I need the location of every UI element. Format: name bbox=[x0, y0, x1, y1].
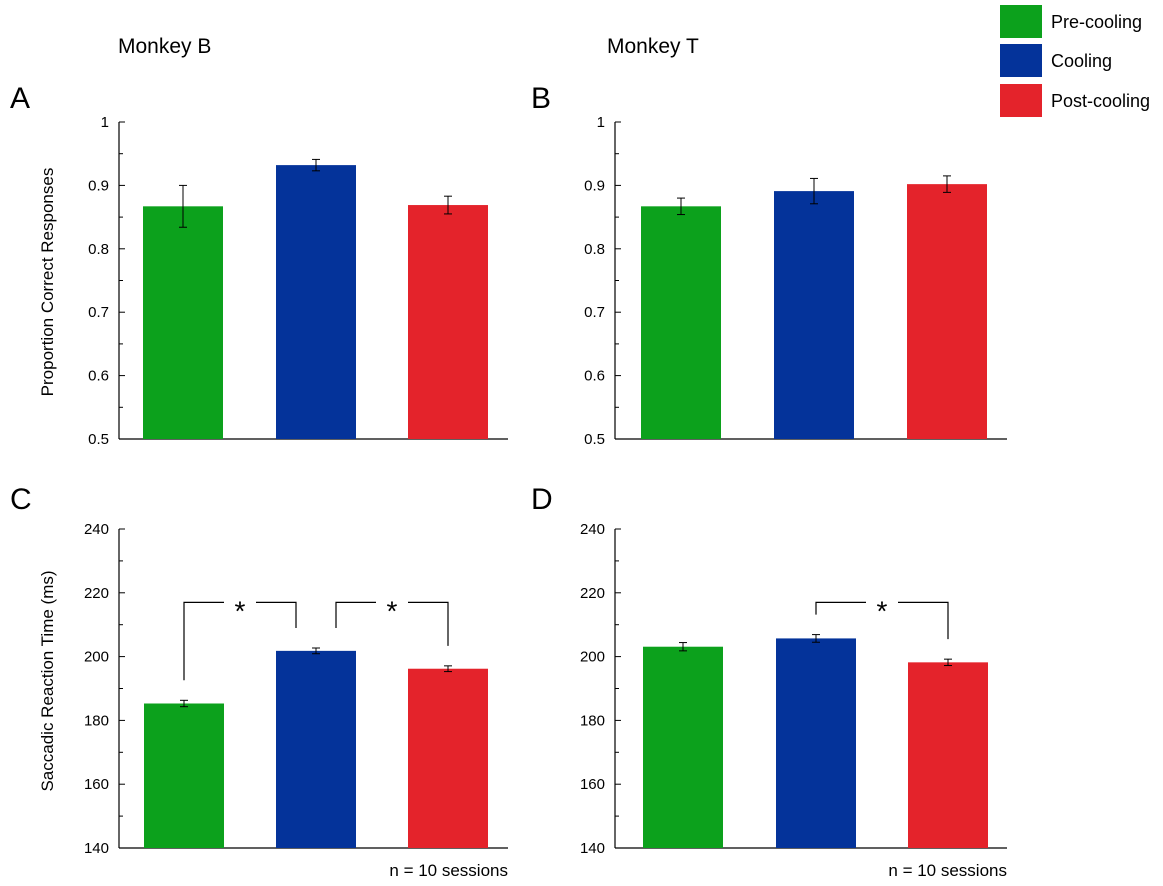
y-tick-label: 0.5 bbox=[584, 431, 605, 448]
bar-pre-cooling bbox=[143, 206, 223, 439]
y-tick-label: 0.8 bbox=[88, 241, 109, 258]
significance-star: * bbox=[387, 595, 398, 626]
y-axis-label-reaction-time: Saccadic Reaction Time (ms) bbox=[38, 570, 57, 791]
y-tick-label: 160 bbox=[580, 776, 605, 793]
session-count-note-c: n = 10 sessions bbox=[389, 861, 508, 880]
y-tick-label: 0.9 bbox=[88, 177, 109, 194]
panel-a-chart: 0.5 0.6 0.7 0.8 0.9 1 bbox=[88, 114, 508, 448]
y-tick-label: 1 bbox=[597, 114, 605, 131]
y-axis-label-accuracy: Proportion Correct Responses bbox=[38, 168, 57, 397]
y-tick-label: 0.6 bbox=[88, 368, 109, 385]
significance-bracket-right bbox=[898, 601, 949, 640]
legend-swatch-cooling bbox=[1000, 44, 1042, 77]
y-tick-label: 200 bbox=[84, 649, 109, 666]
legend-swatch-pre-cooling bbox=[1000, 5, 1042, 38]
bar-post-cooling bbox=[408, 205, 488, 439]
panel-letter-c: C bbox=[10, 483, 32, 516]
y-tick-label: 0.5 bbox=[88, 431, 109, 448]
y-tick-label: 140 bbox=[84, 840, 109, 857]
bar-cooling bbox=[774, 191, 854, 439]
y-tick-label: 1 bbox=[101, 114, 109, 131]
panel-c-chart: 140 160 180 200 220 240 * * bbox=[84, 521, 508, 857]
legend: Pre-cooling Cooling Post-cooling bbox=[1000, 5, 1150, 117]
significance-bracket-left bbox=[815, 601, 866, 615]
y-tick-label: 240 bbox=[580, 521, 605, 538]
y-tick-label: 180 bbox=[84, 712, 109, 729]
significance-bracket-left bbox=[183, 601, 224, 681]
significance-star: * bbox=[877, 595, 888, 626]
legend-label-post-cooling: Post-cooling bbox=[1051, 91, 1150, 111]
bar-pre-cooling bbox=[144, 703, 224, 848]
bar-cooling bbox=[276, 650, 356, 848]
legend-swatch-post-cooling bbox=[1000, 84, 1042, 117]
panel-letter-b: B bbox=[531, 82, 551, 115]
y-tick-label: 180 bbox=[580, 712, 605, 729]
significance-bracket-right bbox=[256, 601, 297, 628]
significance-bracket-right bbox=[408, 601, 449, 646]
bar-pre-cooling bbox=[641, 206, 721, 439]
bar-post-cooling bbox=[908, 662, 988, 848]
monkey-t-label: Monkey T bbox=[607, 35, 699, 58]
legend-label-cooling: Cooling bbox=[1051, 51, 1112, 71]
y-tick-label: 220 bbox=[84, 585, 109, 602]
bar-cooling bbox=[276, 165, 356, 439]
y-tick-label: 0.9 bbox=[584, 177, 605, 194]
bar-post-cooling bbox=[907, 184, 987, 439]
monkey-b-label: Monkey B bbox=[118, 35, 211, 58]
y-tick-label: 200 bbox=[580, 649, 605, 666]
bar-post-cooling bbox=[408, 668, 488, 848]
session-count-note-d: n = 10 sessions bbox=[888, 861, 1007, 880]
y-tick-label: 0.7 bbox=[584, 304, 605, 321]
y-tick-label: 160 bbox=[84, 776, 109, 793]
y-tick-label: 0.8 bbox=[584, 241, 605, 258]
y-tick-label: 0.7 bbox=[88, 304, 109, 321]
y-tick-label: 220 bbox=[580, 585, 605, 602]
panel-letter-a: A bbox=[10, 82, 30, 115]
panel-d-chart: 140 160 180 200 220 240 * bbox=[580, 521, 1007, 857]
significance-star: * bbox=[235, 595, 246, 626]
y-tick-label: 0.6 bbox=[584, 368, 605, 385]
bar-cooling bbox=[776, 638, 856, 848]
significance-bracket-left bbox=[335, 601, 376, 628]
panel-letter-d: D bbox=[531, 483, 553, 516]
y-tick-label: 240 bbox=[84, 521, 109, 538]
panel-b-chart: 0.5 0.6 0.7 0.8 0.9 1 bbox=[584, 114, 1007, 448]
bar-pre-cooling bbox=[643, 646, 723, 848]
legend-label-pre-cooling: Pre-cooling bbox=[1051, 12, 1142, 32]
y-tick-label: 140 bbox=[580, 840, 605, 857]
